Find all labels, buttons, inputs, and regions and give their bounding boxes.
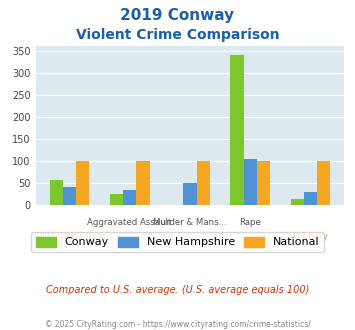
Bar [257, 161, 270, 205]
Bar [197, 161, 210, 205]
Bar [304, 192, 317, 205]
Bar [230, 55, 244, 205]
Bar [317, 161, 330, 205]
Text: Violent Crime Comparison: Violent Crime Comparison [76, 28, 279, 42]
Bar [244, 159, 257, 205]
Text: Compared to U.S. average. (U.S. average equals 100): Compared to U.S. average. (U.S. average … [46, 285, 309, 295]
Bar [110, 194, 123, 205]
Text: Robbery: Robbery [293, 232, 328, 241]
Legend: Conway, New Hampshire, National: Conway, New Hampshire, National [31, 232, 324, 252]
Bar [50, 180, 63, 205]
Text: All Violent Crime: All Violent Crime [34, 232, 105, 241]
Bar [63, 187, 76, 205]
Bar [76, 161, 89, 205]
Text: Murder & Mans...: Murder & Mans... [153, 218, 227, 227]
Text: 2019 Conway: 2019 Conway [120, 8, 235, 23]
Text: Rape: Rape [239, 218, 261, 227]
Bar [183, 182, 197, 205]
Text: © 2025 CityRating.com - https://www.cityrating.com/crime-statistics/: © 2025 CityRating.com - https://www.city… [45, 320, 310, 329]
Text: Aggravated Assault: Aggravated Assault [87, 218, 172, 227]
Bar [123, 190, 136, 205]
Bar [136, 161, 149, 205]
Bar [290, 199, 304, 205]
